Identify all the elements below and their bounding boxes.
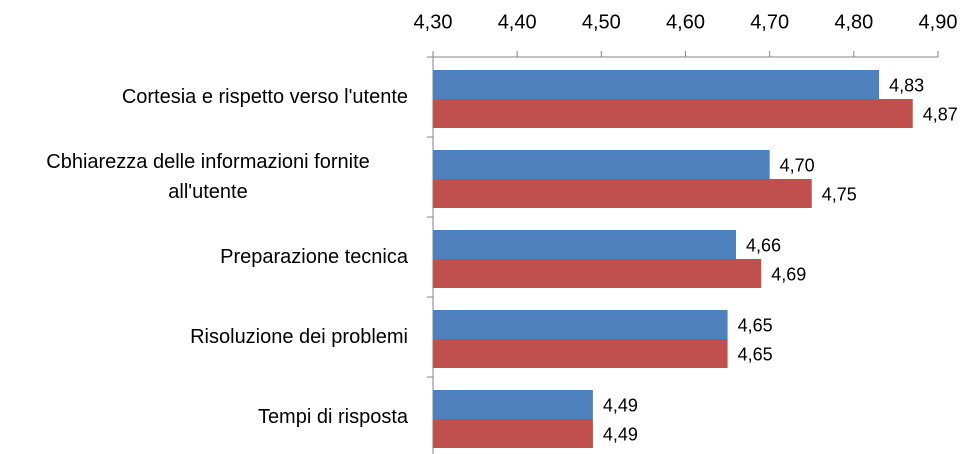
bar <box>433 339 728 368</box>
bar <box>433 179 812 208</box>
y-tick-label: Preparazione tecnica <box>220 246 408 268</box>
bar <box>433 259 762 288</box>
x-tick-label: 4,30 <box>414 11 453 33</box>
bar <box>433 70 880 99</box>
data-label: 4,75 <box>822 184 857 204</box>
x-tick-label: 4,70 <box>750 11 789 33</box>
x-tick-label: 4,40 <box>498 11 537 33</box>
bar <box>433 390 593 419</box>
y-tick-label: Risoluzione dei problemi <box>190 326 408 348</box>
bar <box>433 99 913 128</box>
y-tick-label: Tempi di risposta <box>257 406 408 428</box>
data-label: 4,65 <box>738 315 773 335</box>
data-label: 4,70 <box>780 155 815 175</box>
data-label: 4,87 <box>923 104 958 124</box>
bar <box>433 419 593 448</box>
data-label: 4,69 <box>771 264 806 284</box>
bar <box>433 310 728 339</box>
x-tick-label: 4,50 <box>582 11 621 33</box>
data-label: 4,49 <box>603 395 638 415</box>
data-label: 4,83 <box>889 75 924 95</box>
y-tick-label: Cbhiarezza delle informazioni fornite al… <box>46 151 370 203</box>
x-tick-label: 4,80 <box>834 11 873 33</box>
x-tick-label: 4,60 <box>666 11 705 33</box>
x-tick-label: 4,90 <box>919 11 958 33</box>
data-label: 4,66 <box>746 235 781 255</box>
bar <box>433 230 736 259</box>
data-label: 4,49 <box>603 424 638 444</box>
bar <box>433 150 770 179</box>
y-tick-label: Cortesia e rispetto verso l'utente <box>121 86 408 108</box>
data-label: 4,65 <box>738 344 773 364</box>
